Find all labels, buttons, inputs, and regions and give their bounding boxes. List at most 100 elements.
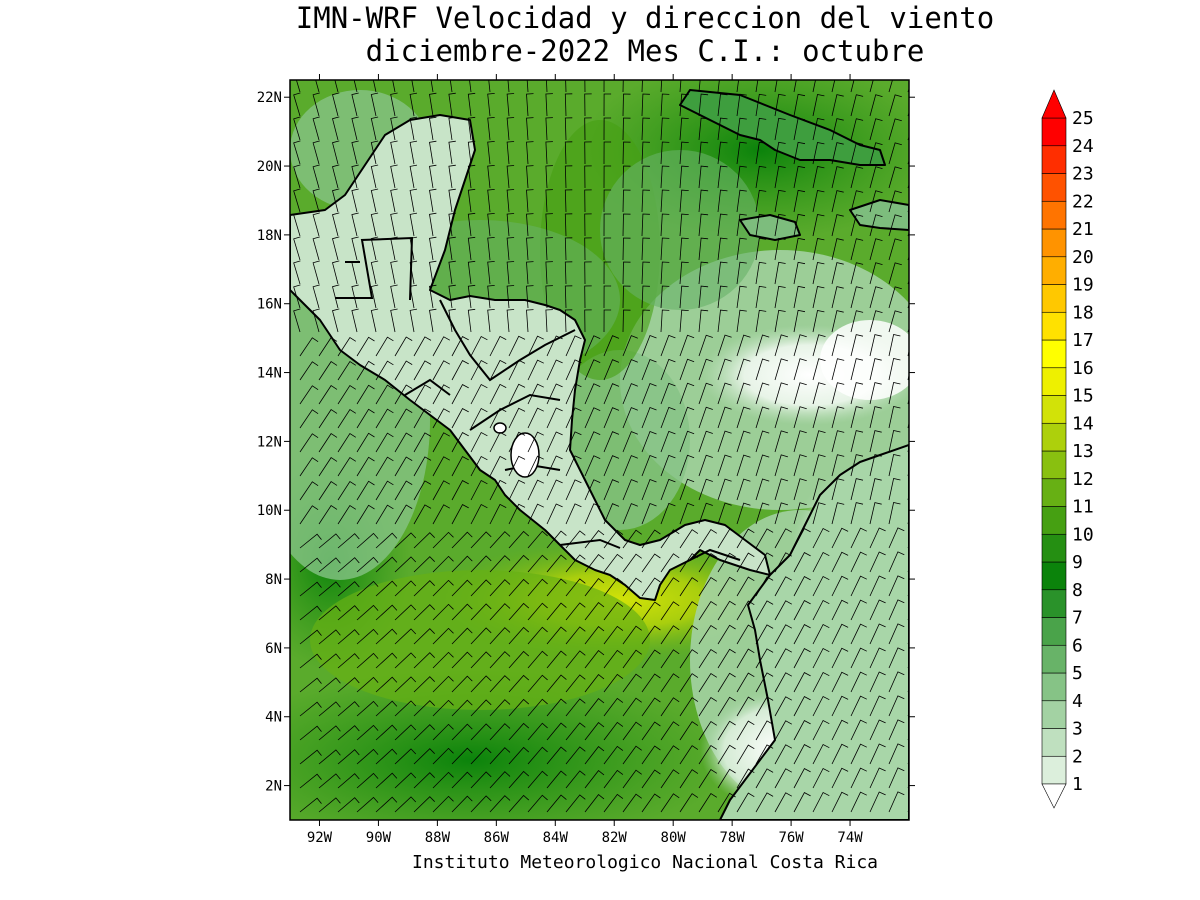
wind-barb xyxy=(603,117,612,141)
wind-barb xyxy=(470,651,492,669)
wind-barb xyxy=(774,502,789,525)
wind-barb xyxy=(736,720,755,741)
wind-barb xyxy=(679,454,695,477)
wind-barb xyxy=(409,308,418,333)
lat-tick-label: 14N xyxy=(257,366,282,382)
wind-barb xyxy=(603,261,612,285)
wind-barb xyxy=(679,382,695,405)
wind-barb xyxy=(390,260,398,285)
wind-barb xyxy=(888,118,902,141)
wind-barb xyxy=(584,794,605,813)
wind-barb xyxy=(774,552,792,573)
wind-barb xyxy=(299,797,322,813)
south-america-land xyxy=(719,444,909,820)
wind-barb xyxy=(755,93,767,117)
wind-barb xyxy=(888,599,905,621)
wind-barb xyxy=(432,336,450,357)
wind-barb xyxy=(717,406,732,429)
wind-barb xyxy=(888,575,905,597)
wind-barb xyxy=(679,141,689,165)
wind-barb xyxy=(698,334,713,357)
wind-barb xyxy=(451,504,469,525)
wind-barb xyxy=(755,720,774,741)
wind-barb xyxy=(448,140,456,165)
wind-barb xyxy=(432,531,454,549)
wind-barb xyxy=(793,80,797,93)
wind-barb xyxy=(584,746,605,765)
wind-barb xyxy=(660,673,680,693)
wind-barb xyxy=(584,554,605,573)
colorbar-swatch xyxy=(1041,533,1067,563)
longitude-axis: 92W 90W 88W 86W 84W 82W 80W 78W 76W 74W xyxy=(307,74,863,846)
wind-barb xyxy=(337,456,357,477)
wind-barb xyxy=(451,795,473,813)
wind-barb xyxy=(622,503,638,525)
wind-barb xyxy=(812,310,825,333)
colorbar-label: 12 xyxy=(1072,469,1094,490)
wind-barb xyxy=(467,188,476,213)
wind-barb xyxy=(812,671,830,693)
wind-barb xyxy=(736,696,755,717)
wind-barb xyxy=(888,310,902,333)
wind-barb xyxy=(717,552,736,573)
wind-barb xyxy=(774,792,792,813)
wind-barb xyxy=(356,384,375,405)
wind-barb xyxy=(622,80,624,93)
wind-barb xyxy=(527,626,548,645)
wind-barb xyxy=(526,80,529,93)
wind-barb xyxy=(660,745,680,765)
wind-barb xyxy=(698,406,713,429)
wind-barb xyxy=(869,80,874,93)
wind-barb xyxy=(411,80,415,93)
wind-barb xyxy=(470,723,492,741)
wind-barb xyxy=(451,336,469,357)
wind-barb xyxy=(812,238,825,261)
wind-barb xyxy=(299,457,319,477)
wind-barb xyxy=(375,432,394,453)
wind-barb xyxy=(413,604,435,621)
colorbar-swatch xyxy=(1041,395,1067,424)
wind-barb xyxy=(603,529,624,549)
colorbar-swatch xyxy=(1041,644,1067,674)
wind-barb xyxy=(508,578,530,597)
wind-barb xyxy=(717,382,732,405)
colorbar-label: 10 xyxy=(1072,524,1094,545)
wind-barb xyxy=(299,337,319,357)
wind-barb xyxy=(679,358,695,381)
wind-barb xyxy=(318,533,341,549)
wind-barb xyxy=(351,116,359,141)
wind-barb xyxy=(584,650,605,669)
wind-barb xyxy=(390,284,398,309)
wind-barb xyxy=(409,164,418,189)
wind-barb xyxy=(717,502,732,525)
wind-barb xyxy=(526,309,534,333)
wind-barb xyxy=(717,768,736,789)
wind-barb xyxy=(489,699,511,717)
wind-barb xyxy=(409,212,418,237)
wind-barb xyxy=(736,309,747,333)
wind-barb xyxy=(831,527,849,549)
wind-barb xyxy=(564,141,573,165)
wind-barb xyxy=(337,581,360,597)
wind-barb xyxy=(641,165,650,189)
wind-barb xyxy=(869,142,883,165)
lon-tick-label: 86W xyxy=(484,830,510,846)
wind-barb xyxy=(717,80,720,93)
wind-barb xyxy=(299,505,319,525)
wind-barb xyxy=(698,502,713,525)
wind-barb xyxy=(375,408,394,429)
wind-barb xyxy=(812,527,830,549)
credit-text: Instituto Meteorologico Nacional Costa R… xyxy=(412,852,878,873)
wind-barb xyxy=(831,406,845,429)
wind-barb xyxy=(584,165,592,189)
wind-barb xyxy=(470,431,488,453)
wind-barb xyxy=(375,724,398,741)
wind-barb xyxy=(850,94,864,117)
wind-barb xyxy=(869,166,883,189)
wind-barb xyxy=(394,456,413,477)
wind-barb xyxy=(907,616,909,621)
wind-barb xyxy=(526,165,534,189)
wind-barb xyxy=(717,454,732,477)
wind-barb xyxy=(337,432,357,453)
wind-barb xyxy=(429,116,437,141)
